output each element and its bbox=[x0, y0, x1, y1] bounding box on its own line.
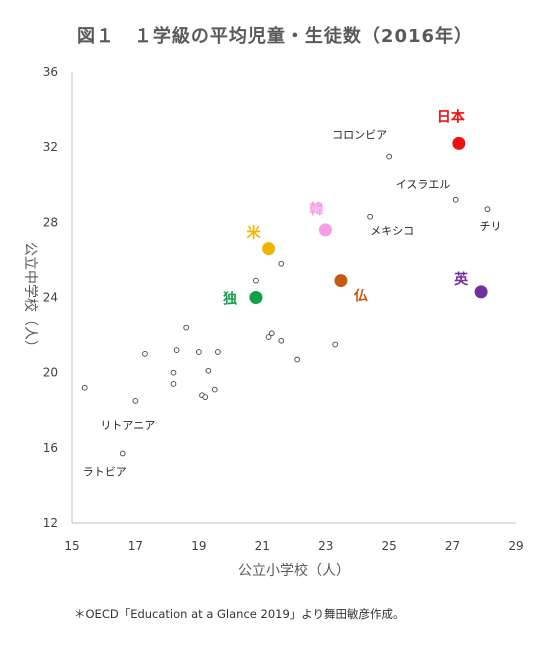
x-tick-label: 25 bbox=[382, 539, 397, 553]
y-tick-label: 32 bbox=[43, 140, 58, 154]
point-label: メキシコ bbox=[370, 225, 414, 238]
data-point bbox=[119, 450, 126, 457]
data-point bbox=[170, 369, 177, 376]
data-points bbox=[81, 153, 491, 457]
data-point bbox=[142, 351, 148, 357]
data-point bbox=[265, 334, 272, 340]
data-point bbox=[170, 381, 177, 387]
x-tick-label: 15 bbox=[64, 539, 79, 553]
scatter-chart: 15 17 19 21 23 25 27 29 12 16 20 24 28 32 36 公立小学校（人）… bbox=[22, 65, 524, 579]
y-tick-label: 16 bbox=[43, 441, 58, 455]
data-point bbox=[484, 206, 491, 213]
y-tick-label: 28 bbox=[43, 215, 58, 229]
data-point bbox=[211, 386, 218, 393]
y-axis-label: 公立中学校（人） bbox=[22, 242, 39, 354]
data-point bbox=[294, 356, 301, 363]
data-point bbox=[278, 337, 285, 344]
highlighted-point bbox=[249, 291, 263, 304]
y-tick-label: 20 bbox=[43, 366, 58, 380]
highlighted-point bbox=[474, 285, 488, 299]
highlighted-point-label: 韓 bbox=[309, 201, 323, 218]
point-label: チリ bbox=[479, 220, 501, 233]
x-tick-label: 21 bbox=[255, 539, 270, 553]
highlighted-point bbox=[334, 274, 348, 288]
data-point bbox=[81, 384, 88, 391]
y-tick-labels: 12 16 20 24 28 32 36 bbox=[43, 65, 58, 530]
data-point bbox=[196, 349, 202, 355]
highlighted-point bbox=[452, 136, 466, 150]
highlighted-point-label: 独 bbox=[223, 291, 237, 308]
x-tick-labels: 15 17 19 21 23 25 27 29 bbox=[64, 539, 523, 553]
point-label: ラトビア bbox=[83, 465, 127, 478]
x-tick-label: 19 bbox=[191, 539, 206, 553]
y-tick-label: 12 bbox=[43, 516, 58, 530]
point-label: イスラエル bbox=[396, 178, 451, 191]
highlighted-point bbox=[262, 242, 276, 256]
data-point bbox=[332, 341, 339, 348]
point-label: リトアニア bbox=[100, 419, 155, 432]
data-point bbox=[205, 367, 212, 374]
x-axis-label: 公立小学校（人） bbox=[238, 562, 350, 579]
highlighted-point-label: 日本 bbox=[437, 108, 466, 125]
data-point bbox=[173, 347, 180, 353]
data-point bbox=[386, 153, 392, 160]
x-tick-label: 27 bbox=[445, 539, 460, 553]
data-point bbox=[202, 394, 209, 400]
data-point bbox=[452, 196, 459, 203]
highlighted-point-label: 米 bbox=[247, 225, 262, 242]
data-point bbox=[215, 349, 221, 355]
highlighted-point bbox=[318, 223, 332, 237]
chart-title: 図１ １学級の平均児童・生徒数（2016年） bbox=[76, 26, 474, 47]
x-tick-label: 29 bbox=[508, 539, 523, 553]
data-point bbox=[367, 213, 373, 220]
source-footnote: ＊OECD「Education at a Glance 2019」より舞田敏彦作… bbox=[74, 607, 405, 621]
point-label: コロンビア bbox=[332, 129, 387, 142]
y-tick-label: 24 bbox=[43, 291, 58, 305]
data-point bbox=[183, 324, 190, 331]
data-point bbox=[268, 330, 275, 337]
x-tick-label: 17 bbox=[128, 539, 143, 553]
data-point bbox=[253, 277, 259, 284]
data-point bbox=[278, 260, 285, 267]
y-tick-label: 36 bbox=[43, 65, 58, 79]
x-tick-label: 23 bbox=[318, 539, 333, 553]
highlighted-point-label: 英 bbox=[453, 271, 469, 288]
highlighted-point-label: 仏 bbox=[354, 289, 368, 305]
data-point bbox=[132, 398, 139, 404]
